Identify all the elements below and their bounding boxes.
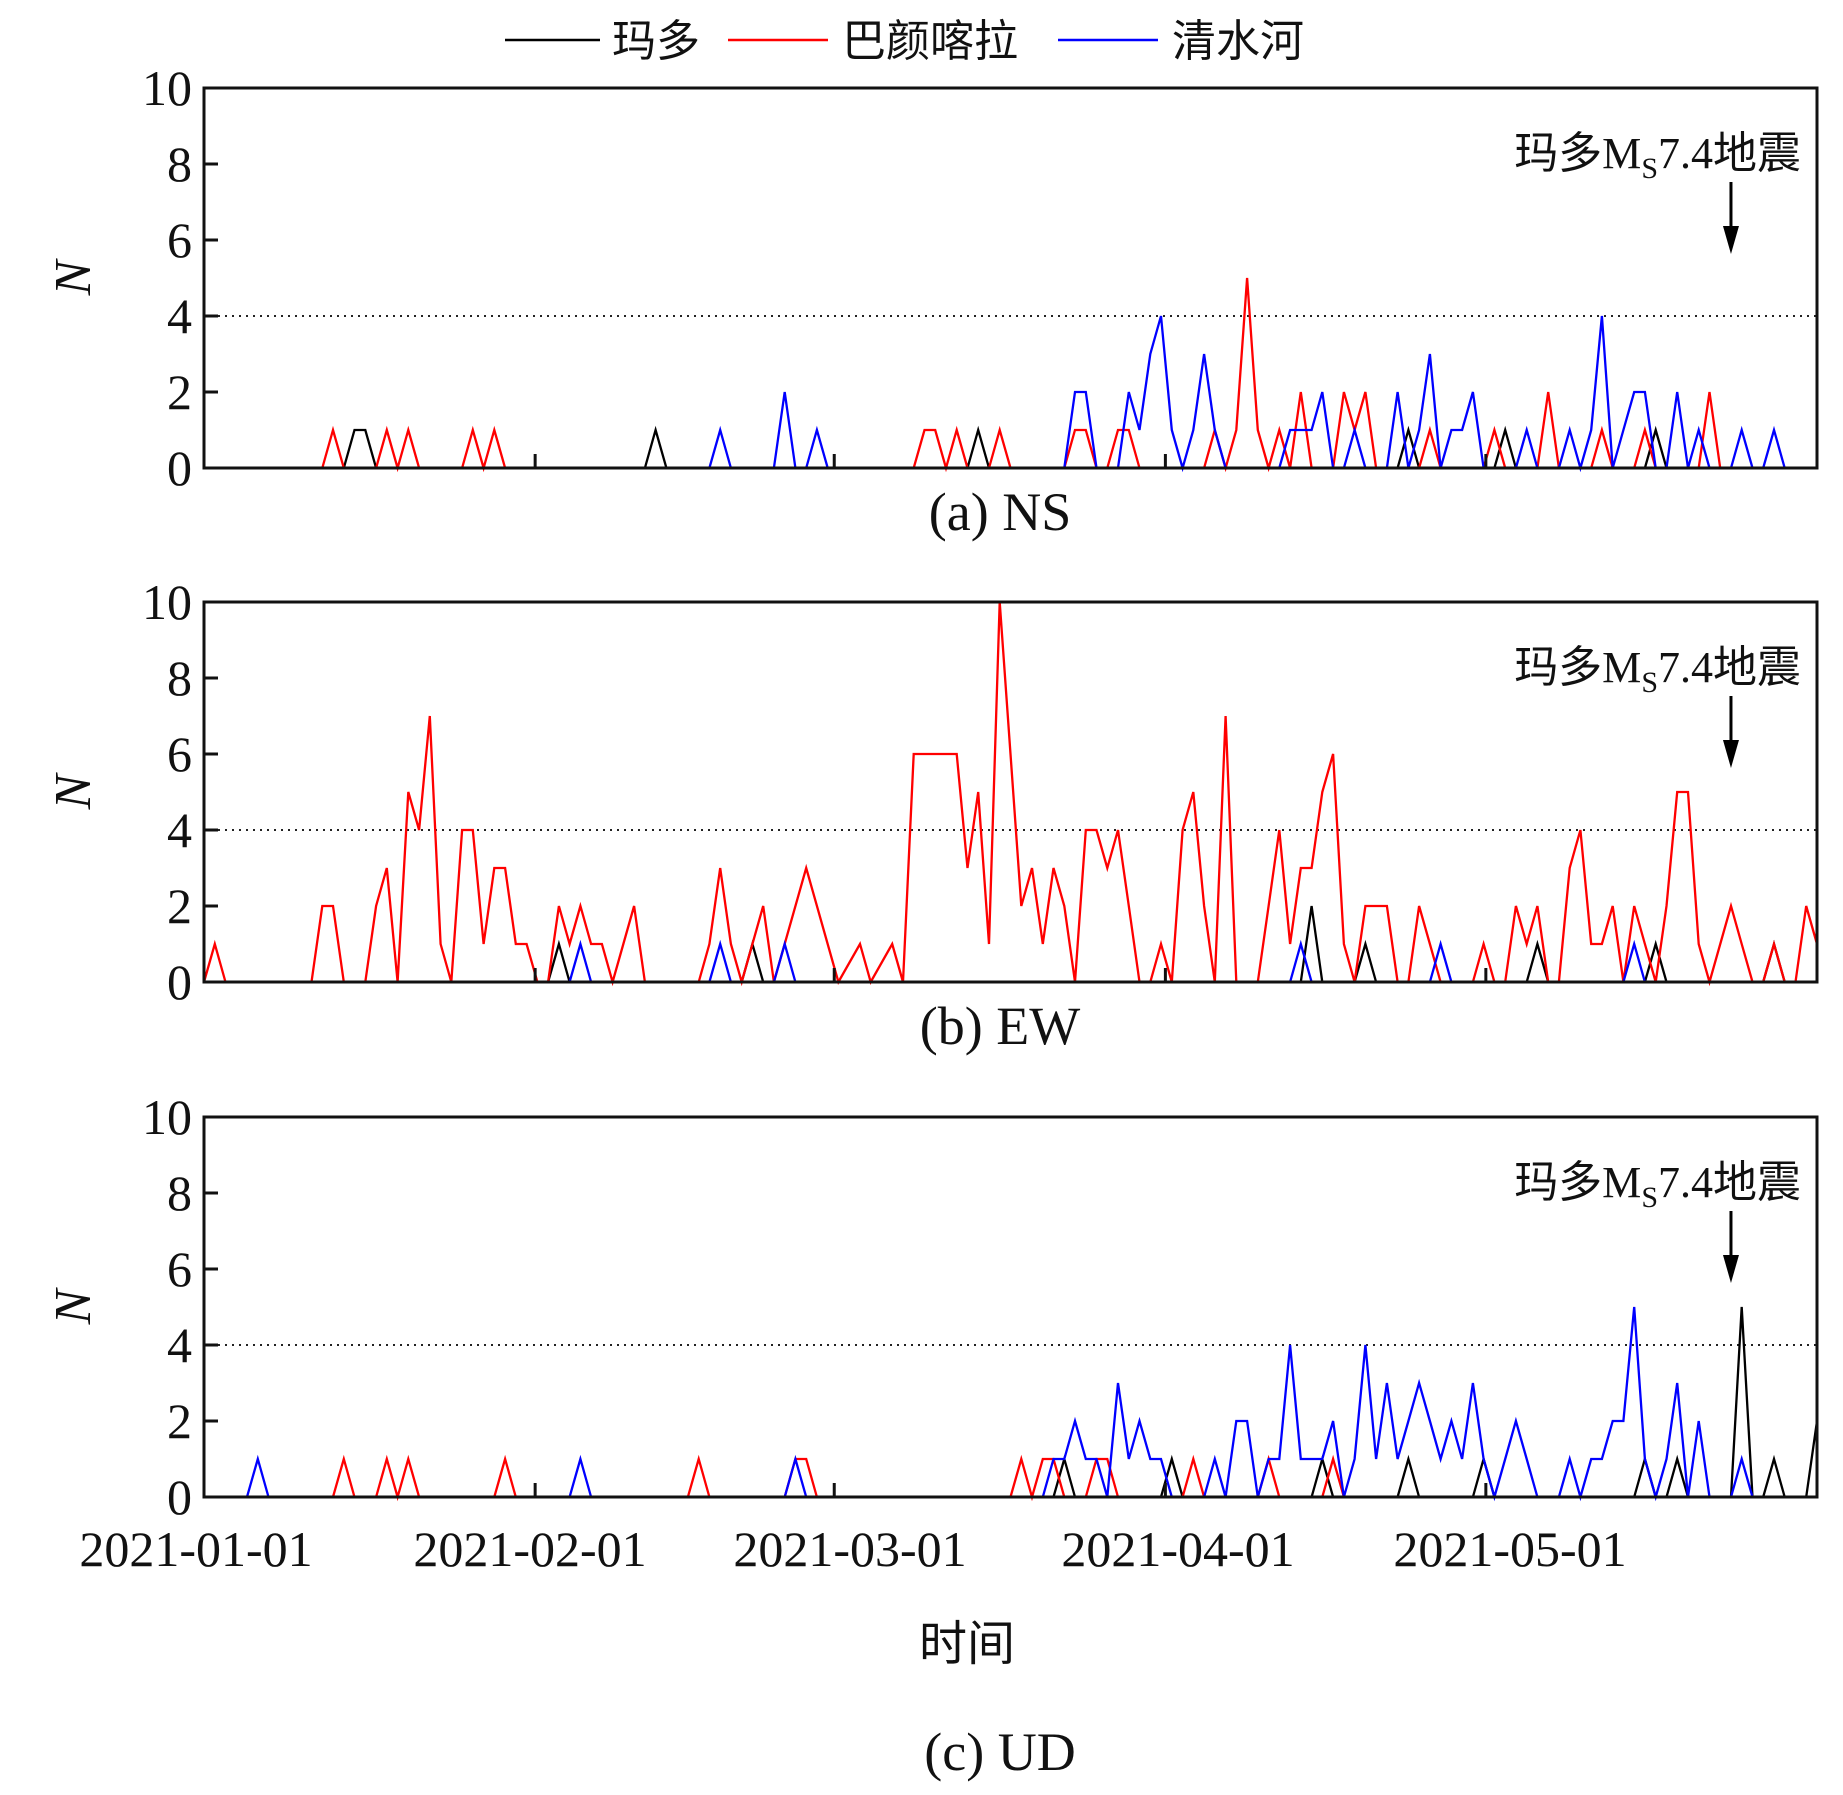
series-line-3 (204, 315, 1817, 473)
x-tick-label: 2021-02-01 (413, 1521, 646, 1577)
panel-caption: (c) UD (924, 1722, 1075, 1782)
y-tick-label: 4 (167, 288, 192, 344)
y-axis-label: N (45, 1286, 102, 1325)
legend-item-2: 巴颜喀拉 (728, 17, 1018, 66)
earthquake-annotation: 玛多MS7.4地震 (1514, 1158, 1801, 1214)
x-tick-label: 2021-01-01 (79, 1521, 312, 1577)
legend-item-3: 清水河 (1058, 17, 1304, 66)
annotation-arrow-head (1722, 1255, 1739, 1283)
annotation-text: 玛多M (1514, 1158, 1641, 1207)
legend-item-1: 玛多 (505, 17, 700, 66)
annotation-text: 7.4地震 (1658, 1158, 1801, 1207)
legend: 玛多 巴颜喀拉 清水河 (505, 17, 1304, 66)
y-axis-label: N (45, 771, 102, 810)
earthquake-annotation: 玛多MS7.4地震 (1514, 643, 1801, 699)
y-tick-label: 8 (167, 136, 192, 192)
y-tick-label: 10 (142, 60, 192, 116)
series-line-2 (202, 601, 1819, 987)
series-line-1 (204, 905, 1817, 984)
x-tick-label: 2021-03-01 (733, 1521, 966, 1577)
y-axis-label: N (45, 257, 102, 296)
y-tick-label: 2 (167, 1393, 192, 1449)
series-line-1 (204, 1306, 1819, 1499)
y-tick-label: 10 (142, 574, 192, 630)
annotation-text: 7.4地震 (1658, 643, 1801, 692)
legend-label: 玛多 (612, 17, 700, 66)
plot-frame (202, 600, 1819, 984)
y-tick-label: 0 (167, 440, 192, 496)
annotation-text: 玛多M (1514, 129, 1641, 178)
y-tick-label: 6 (167, 726, 192, 782)
panel-1: 0 2 4 6 8 10 N 玛多MS7.4地震 (a) NS (45, 60, 1819, 542)
annotation-arrow-head (1722, 226, 1739, 254)
y-tick-label: 8 (167, 650, 192, 706)
x-tick-label: 2021-05-01 (1393, 1521, 1626, 1577)
y-tick-label: 6 (167, 212, 192, 268)
earthquake-annotation: 玛多MS7.4地震 (1514, 129, 1801, 185)
panel-caption: (b) EW (920, 996, 1080, 1056)
panel-2: 0 2 4 6 8 10 N 玛多MS7.4地震 (b) EW (45, 574, 1819, 1056)
annotation-text: 玛多M (1514, 643, 1641, 692)
plot-frame (202, 1115, 1819, 1499)
y-tick-label: 4 (167, 802, 192, 858)
x-tick-label: 2021-04-01 (1061, 1521, 1294, 1577)
y-tick-label: 2 (167, 878, 192, 934)
panel-3: 0 2 4 6 8 10 N 玛多MS7.4地震 (c) UD (45, 1089, 1819, 1782)
annotation-subscript: S (1641, 152, 1658, 185)
series-line-3 (204, 1306, 1817, 1502)
legend-label: 清水河 (1172, 17, 1304, 66)
panel-caption: (a) NS (929, 482, 1071, 542)
y-tick-label: 2 (167, 364, 192, 420)
annotation-arrow-head (1722, 740, 1739, 768)
annotation-text: 7.4地震 (1658, 129, 1801, 178)
series-line-2 (204, 277, 1817, 473)
y-tick-label: 4 (167, 1317, 192, 1373)
y-tick-label: 8 (167, 1165, 192, 1221)
y-tick-label: 10 (142, 1089, 192, 1145)
x-axis-label: 时间 (919, 1618, 1015, 1671)
y-tick-label: 6 (167, 1241, 192, 1297)
y-tick-label: 0 (167, 1469, 192, 1525)
y-tick-label: 0 (167, 954, 192, 1010)
plot-frame (202, 86, 1819, 470)
x-axis: 2021-01-01 2021-02-01 2021-03-01 2021-04-01… (79, 1521, 1626, 1577)
annotation-subscript: S (1641, 666, 1658, 699)
legend-label: 巴颜喀拉 (842, 17, 1018, 66)
annotation-subscript: S (1641, 1181, 1658, 1214)
